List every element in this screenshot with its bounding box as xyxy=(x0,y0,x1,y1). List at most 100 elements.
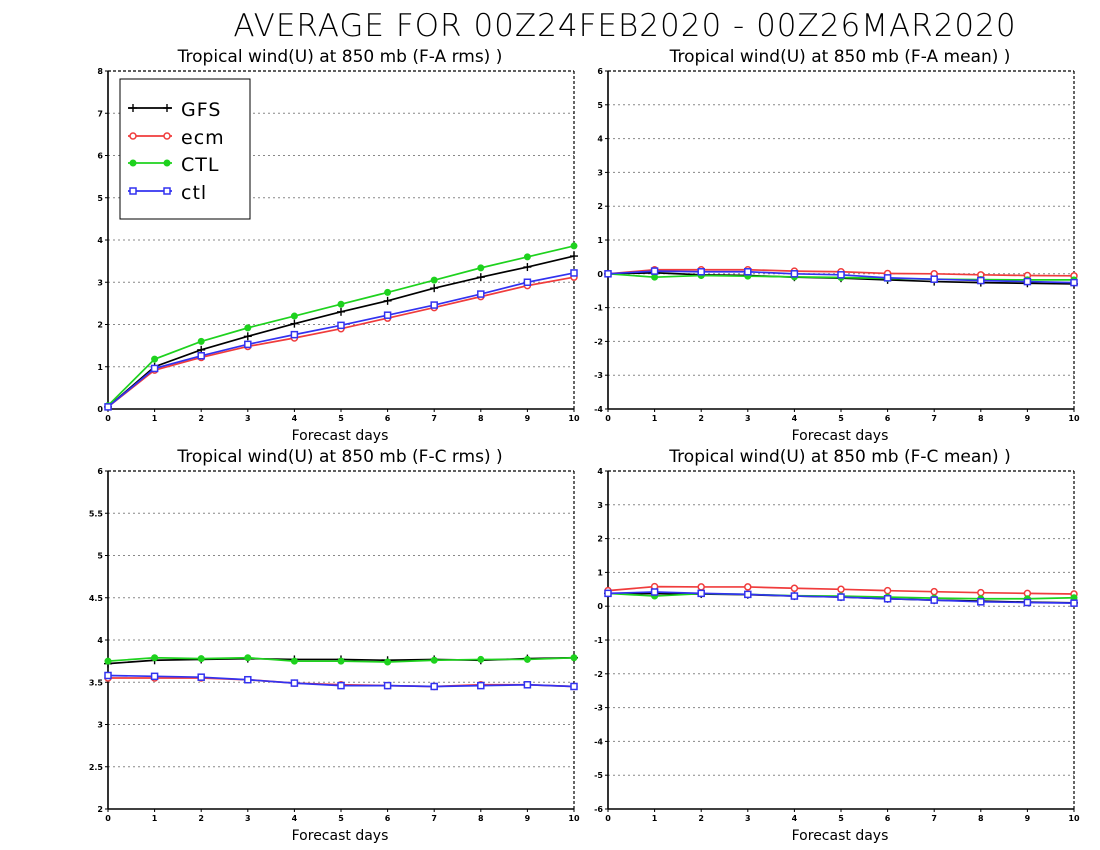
data-point xyxy=(523,253,531,261)
legend-symbol xyxy=(128,159,172,167)
x-tick-label: 10 xyxy=(568,814,580,823)
x-axis-label: Forecast days xyxy=(792,828,889,844)
data-point xyxy=(744,583,752,591)
legend-item-ecm: ecm xyxy=(128,127,225,149)
series-ctl xyxy=(104,242,578,410)
panel-title: Tropical wind(U) at 850 mb (F-A mean) ) xyxy=(669,47,1011,67)
y-tick-label: 5.5 xyxy=(89,509,104,518)
data-point xyxy=(1070,599,1078,607)
y-tick-label: -1 xyxy=(594,304,603,313)
x-tick-label: 1 xyxy=(152,814,158,823)
x-tick-label: 0 xyxy=(605,414,611,423)
x-tick-label: 6 xyxy=(385,814,391,823)
x-tick-label: 10 xyxy=(568,414,580,423)
legend-label: GFS xyxy=(181,99,221,121)
y-tick-label: 0 xyxy=(597,270,603,279)
legend-item-ctl-lower: ctl xyxy=(128,182,206,204)
x-tick-label: 3 xyxy=(745,414,751,423)
data-point xyxy=(744,590,752,599)
y-tick-label: 6 xyxy=(97,152,103,161)
data-point xyxy=(163,187,171,195)
x-tick-label: 8 xyxy=(978,414,984,423)
data-point xyxy=(523,655,531,663)
data-point xyxy=(604,270,612,278)
data-point xyxy=(477,681,485,690)
data-point xyxy=(430,682,438,691)
data-point xyxy=(430,301,438,309)
y-tick-label: 2 xyxy=(597,535,603,544)
data-point xyxy=(604,589,612,598)
data-point xyxy=(163,132,171,140)
series-ctl xyxy=(104,269,578,411)
data-point xyxy=(384,288,392,296)
series-line xyxy=(107,272,575,408)
series-ctl xyxy=(604,267,1078,287)
data-point xyxy=(477,290,485,298)
x-tick-label: 9 xyxy=(1025,414,1031,423)
y-tick-label: 3 xyxy=(597,168,603,177)
x-tick-label: 4 xyxy=(292,414,298,423)
data-point xyxy=(930,275,938,283)
data-point xyxy=(197,337,205,345)
x-tick-label: 5 xyxy=(838,814,844,823)
data-point xyxy=(383,311,392,319)
data-point xyxy=(977,588,985,597)
x-axis-label: Forecast days xyxy=(792,428,889,444)
x-tick-label: 8 xyxy=(978,814,984,823)
x-tick-label: 6 xyxy=(885,414,891,423)
x-tick-label: 10 xyxy=(1068,814,1080,823)
data-point xyxy=(790,584,799,593)
data-point xyxy=(1023,598,1032,607)
legend-item-gfs: GFS xyxy=(128,99,221,121)
legend-symbol xyxy=(128,132,172,140)
x-tick-label: 6 xyxy=(885,814,891,823)
data-point xyxy=(883,595,892,603)
x-tick-label: 8 xyxy=(478,814,484,823)
data-point xyxy=(290,657,298,665)
data-point xyxy=(104,657,112,665)
data-point xyxy=(697,589,705,598)
x-axis-label: Forecast days xyxy=(292,828,389,844)
data-point xyxy=(570,682,578,691)
x-tick-label: 0 xyxy=(105,414,111,423)
y-tick-label: -4 xyxy=(594,737,603,746)
data-point xyxy=(337,321,345,330)
data-point xyxy=(570,269,578,277)
data-point xyxy=(129,159,137,167)
data-point xyxy=(337,681,345,690)
data-point xyxy=(523,681,532,689)
data-point xyxy=(477,655,485,663)
x-tick-label: 0 xyxy=(105,814,111,823)
y-tick-label: 5 xyxy=(97,552,103,561)
data-point xyxy=(977,598,985,606)
x-tick-label: 1 xyxy=(652,814,658,823)
x-tick-label: 1 xyxy=(152,414,158,423)
y-tick-label: 1 xyxy=(597,236,603,245)
x-tick-label: 7 xyxy=(931,814,937,823)
data-point xyxy=(1070,278,1078,287)
y-tick-label: 2 xyxy=(97,321,103,330)
data-point xyxy=(977,276,985,285)
x-tick-label: 3 xyxy=(745,814,751,823)
data-point xyxy=(651,273,659,281)
y-tick-label: -3 xyxy=(594,371,603,380)
x-tick-label: 2 xyxy=(698,414,704,423)
data-point xyxy=(697,583,705,591)
panel-fc-rms: Tropical wind(U) at 850 mb (F-C rms) ) F… xyxy=(89,447,580,844)
y-tick-label: 4.5 xyxy=(89,594,104,603)
x-tick-label: 2 xyxy=(198,414,204,423)
legend-symbol xyxy=(128,104,172,112)
x-tick-label: 5 xyxy=(338,414,344,423)
y-tick-label: 3.5 xyxy=(89,678,104,687)
panel-title: Tropical wind(U) at 850 mb (F-C mean) ) xyxy=(668,447,1010,467)
y-tick-label: 3 xyxy=(597,501,603,510)
y-tick-label: -5 xyxy=(594,771,603,780)
series-ctl xyxy=(104,654,578,666)
data-point xyxy=(650,588,659,596)
data-point xyxy=(104,671,112,680)
legend-box xyxy=(119,78,251,220)
series-ctl xyxy=(604,588,1078,607)
legend-symbol xyxy=(128,187,172,195)
y-tick-label: 1 xyxy=(597,568,603,577)
legend-label: ecm xyxy=(181,127,225,149)
